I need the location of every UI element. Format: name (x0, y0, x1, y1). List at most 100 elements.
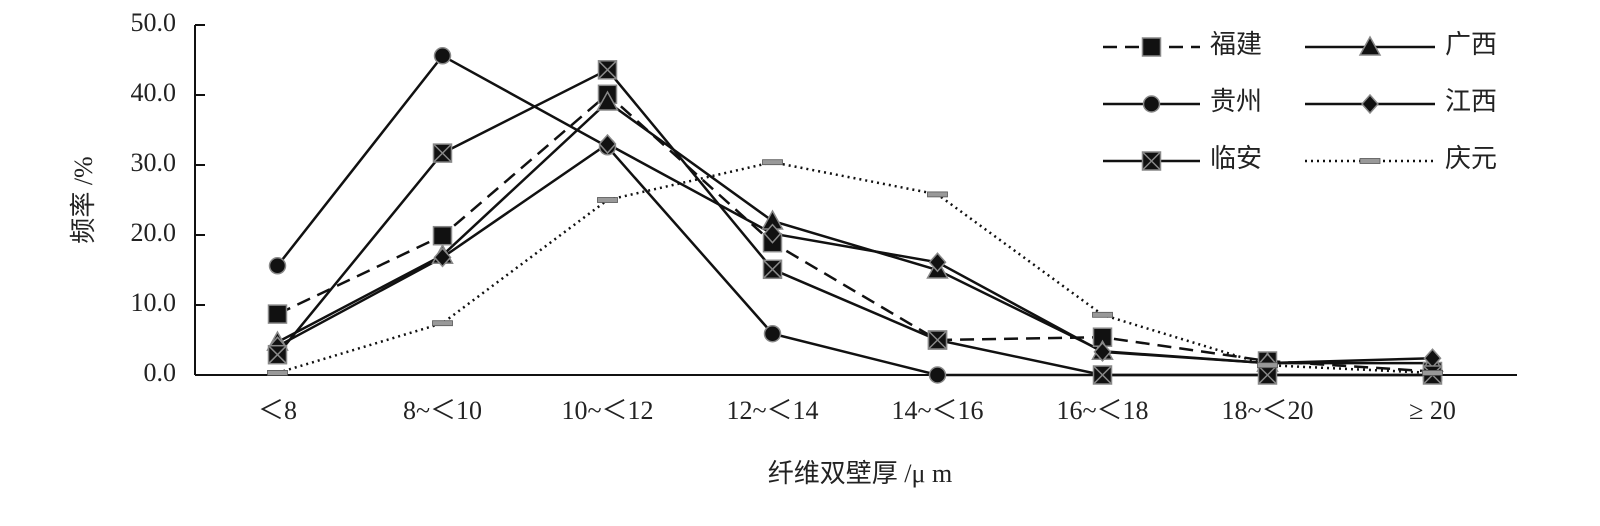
marker-shape (1092, 311, 1113, 318)
x-tick-label: 16~＜18 (1056, 396, 1148, 425)
marker-shape (1359, 158, 1381, 164)
series-line (276, 142, 1433, 365)
legend-item: 贵州 (1103, 87, 1262, 116)
x-tick-label: 10~＜12 (561, 396, 653, 425)
marker (762, 259, 783, 280)
marker (1359, 158, 1381, 164)
marker-shape (1141, 37, 1162, 57)
marker (432, 225, 453, 246)
marker-shape (596, 90, 619, 111)
marker-shape (928, 366, 947, 384)
marker (1358, 35, 1382, 56)
marker (433, 247, 452, 268)
legend-item: 江西 (1305, 87, 1497, 116)
marker-shape (433, 247, 452, 268)
marker (762, 159, 783, 166)
marker-shape (1093, 341, 1112, 363)
marker (1422, 369, 1443, 376)
y-tick-label: 50.0 (131, 8, 177, 37)
marker-shape (1257, 362, 1278, 369)
marker-cross (1141, 151, 1162, 171)
legend-label: 临安 (1210, 144, 1262, 173)
marker-cross (597, 60, 618, 80)
marker (1092, 365, 1113, 385)
legend-item: 广西 (1305, 30, 1497, 59)
marker-shape (267, 304, 288, 324)
marker (597, 197, 618, 203)
marker (432, 143, 453, 163)
marker-shape (763, 324, 782, 343)
marker (1257, 365, 1278, 385)
y-tick-label: 20.0 (131, 218, 177, 247)
marker-shape (1358, 35, 1382, 56)
series-line (276, 68, 1433, 377)
marker (596, 90, 619, 111)
marker-shape (268, 257, 287, 275)
x-tick-label: ＜8 (258, 396, 297, 425)
legend-item: 临安 (1103, 144, 1262, 173)
x-axis-label: 纤维双壁厚 /μ m (768, 459, 952, 488)
marker-cross (1257, 365, 1278, 385)
marker (433, 47, 452, 65)
marker (1093, 341, 1112, 363)
x-tick-label: 14~＜16 (891, 396, 983, 425)
marker-shape (597, 197, 618, 203)
marker (763, 324, 782, 343)
legend-item: 庆元 (1305, 144, 1497, 173)
marker-shape (598, 133, 617, 155)
marker (1092, 311, 1113, 318)
marker-cross (267, 345, 288, 365)
marker (1142, 95, 1161, 113)
marker-shape (1422, 369, 1443, 376)
marker-cross (762, 259, 783, 279)
marker (267, 344, 288, 365)
marker (928, 366, 947, 384)
marker-shape (432, 225, 453, 246)
x-tick-label: 18~＜20 (1221, 396, 1313, 425)
legend-label: 江西 (1445, 87, 1497, 116)
marker (432, 320, 453, 327)
marker-shape (1142, 95, 1161, 113)
legend-label: 福建 (1210, 30, 1262, 59)
marker (1360, 93, 1380, 115)
marker-shape (763, 223, 782, 244)
marker (267, 369, 288, 376)
marker-cross (927, 330, 948, 350)
marker-cross (1092, 365, 1113, 385)
marker (268, 257, 287, 275)
legend-label: 庆元 (1445, 144, 1497, 173)
y-tick-label: 0.0 (144, 358, 177, 387)
marker-shape (433, 47, 452, 65)
y-tick-label: 30.0 (131, 148, 177, 177)
marker-shape (927, 191, 948, 198)
marker (1257, 362, 1278, 369)
marker (1141, 37, 1162, 57)
y-tick-label: 40.0 (131, 78, 177, 107)
legend-label: 广西 (1445, 30, 1497, 59)
series-line (276, 92, 1433, 373)
marker-shape (928, 252, 947, 273)
x-tick-label: 8~＜10 (403, 396, 482, 425)
legend-item: 福建 (1103, 30, 1262, 59)
marker (597, 60, 618, 80)
marker-shape (432, 320, 453, 327)
marker-shape (762, 159, 783, 166)
marker (927, 330, 948, 350)
x-tick-label: 12~＜14 (726, 396, 818, 425)
marker-shape (267, 369, 288, 376)
x-tick-label: ≥ 20 (1409, 396, 1456, 425)
marker-cross (432, 143, 453, 163)
series-line (277, 160, 1433, 375)
y-tick-label: 10.0 (131, 288, 177, 317)
marker (267, 304, 288, 324)
legend-label: 贵州 (1210, 87, 1262, 116)
marker (598, 133, 617, 155)
marker (763, 223, 782, 244)
marker (928, 252, 947, 273)
marker (1141, 151, 1162, 171)
y-axis-label: 频率 /% (69, 156, 98, 243)
marker (927, 191, 948, 198)
marker-shape (1360, 93, 1380, 115)
